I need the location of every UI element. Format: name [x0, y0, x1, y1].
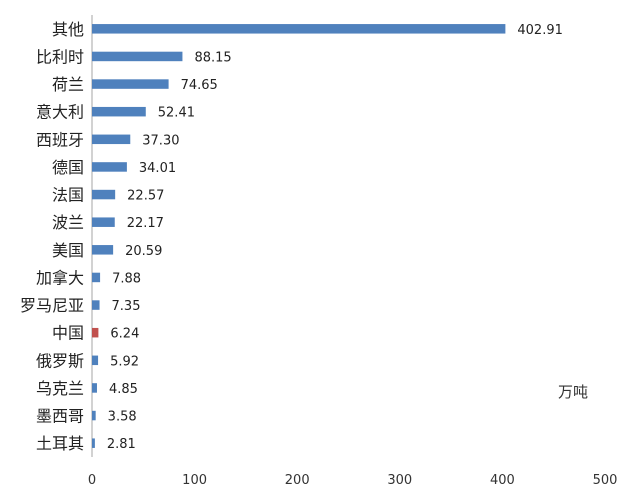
- category-label: 美国: [52, 241, 84, 260]
- x-tick-label: 500: [593, 473, 618, 488]
- bar: [92, 134, 131, 145]
- category-label: 土耳其: [36, 434, 84, 453]
- bar: [92, 162, 127, 172]
- value-label: 4.85: [109, 382, 138, 397]
- value-label: 22.17: [127, 216, 164, 231]
- bar: [92, 383, 97, 393]
- bar: [92, 272, 101, 283]
- value-label: 402.91: [517, 23, 563, 38]
- value-label: 2.81: [107, 437, 136, 452]
- category-label: 乌克兰: [36, 379, 84, 398]
- category-label: 意大利: [36, 103, 84, 122]
- x-tick-label: 400: [490, 473, 515, 488]
- category-label: 比利时: [36, 47, 84, 66]
- value-label: 22.57: [127, 189, 164, 204]
- value-label: 7.88: [112, 271, 141, 286]
- value-label: 34.01: [139, 161, 176, 176]
- unit-label: 万吨: [558, 383, 589, 401]
- bar: [92, 106, 146, 117]
- value-label: 5.92: [110, 354, 139, 369]
- x-tick-label: 300: [387, 473, 412, 488]
- category-label: 波兰: [52, 213, 84, 232]
- bar: [92, 24, 506, 34]
- category-label: 法国: [52, 186, 84, 205]
- bar: [92, 189, 116, 200]
- value-label: 20.59: [125, 244, 162, 259]
- bar: [92, 410, 96, 421]
- x-tick-label: 200: [285, 473, 310, 488]
- x-tick-label: 0: [88, 473, 96, 488]
- value-label: 88.15: [194, 50, 231, 65]
- category-label: 罗马尼亚: [20, 296, 84, 315]
- bar: [92, 79, 169, 89]
- bar: [92, 355, 99, 366]
- x-tick-label: 100: [182, 473, 207, 488]
- category-label: 中国: [52, 324, 84, 343]
- value-label: 52.41: [158, 106, 195, 121]
- value-label: 74.65: [181, 78, 218, 93]
- value-label: 3.58: [108, 410, 137, 425]
- category-label: 加拿大: [36, 268, 84, 287]
- category-label: 荷兰: [52, 75, 84, 94]
- bar: [92, 217, 115, 227]
- bar: [92, 438, 95, 448]
- bar: [92, 300, 100, 310]
- category-label: 其他: [52, 20, 84, 39]
- bar: [92, 327, 99, 338]
- value-label: 6.24: [110, 327, 139, 342]
- category-label: 西班牙: [36, 130, 84, 149]
- category-label: 墨西哥: [36, 407, 84, 426]
- category-label: 俄罗斯: [36, 351, 84, 370]
- category-label: 德国: [52, 158, 84, 177]
- bar: [92, 51, 183, 62]
- bar: [92, 245, 114, 255]
- value-label: 37.30: [142, 133, 179, 148]
- value-label: 7.35: [112, 299, 141, 314]
